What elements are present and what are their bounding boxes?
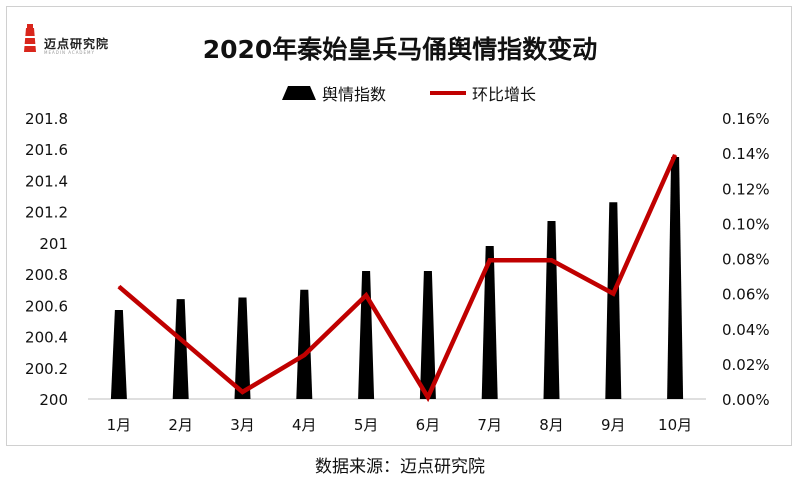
logo-text: 迈点研究院: [44, 37, 110, 51]
bar: [172, 299, 189, 399]
x-tick-label: 4月: [292, 416, 317, 434]
chart-plot: 200 200.2 200.4 200.6 200.8 201 201.2 201.4 201.…: [25, 110, 770, 434]
bar: [234, 297, 251, 399]
growth-point: [303, 354, 305, 356]
bar: [110, 310, 127, 399]
bar: [358, 270, 375, 399]
x-tick-label: 8月: [539, 416, 564, 434]
growth-line: [117, 153, 678, 403]
legend-line-swatch: [430, 91, 466, 95]
y-right-tick-label: 0.08%: [722, 251, 770, 269]
y-left-tick-label: 200.8: [25, 266, 68, 284]
lighthouse-icon: [24, 24, 36, 52]
x-tick-label: 2月: [168, 416, 193, 434]
y-left-tick-label: 201.2: [25, 204, 68, 222]
y-left-tick-label: 201.4: [25, 172, 68, 190]
x-tick-label: 5月: [354, 416, 379, 434]
logo-subtext: MEADIN ACADEMY: [44, 50, 95, 55]
growth-point: [180, 338, 182, 340]
growth-point: [612, 293, 614, 295]
y-right-tick-label: 0.12%: [722, 180, 770, 198]
y-right-tick-label: 0.16%: [722, 110, 770, 128]
growth-point: [489, 259, 491, 261]
legend-item-index: 舆情指数: [282, 82, 386, 104]
y-right-tick-label: 0.04%: [722, 321, 770, 339]
logo: 迈点研究院 MEADIN ACADEMY: [14, 10, 134, 55]
bar: [481, 246, 498, 399]
legend: 舆情指数 环比增长: [0, 82, 800, 104]
x-tick-label: 9月: [601, 416, 626, 434]
chart-title: 2020年秦始皇兵马俑舆情指数变动: [202, 35, 598, 64]
y-right-tick-label: 0.02%: [722, 356, 770, 374]
y-left-tick-label: 200: [39, 391, 68, 409]
x-tick-label: 3月: [230, 416, 255, 434]
x-tick-label: 7月: [477, 416, 502, 434]
growth-point: [551, 259, 552, 261]
y-left-tick-label: 200.2: [25, 360, 68, 378]
growth-point: [242, 391, 243, 393]
y-right-tick-label: 0.14%: [722, 145, 770, 163]
data-source: 数据来源：迈点研究院: [315, 457, 485, 477]
legend-label-index: 舆情指数: [322, 85, 387, 104]
legend-bar-swatch: [282, 86, 316, 100]
chart-frame: [6, 6, 792, 446]
x-tick-label: 6月: [416, 416, 441, 434]
growth-point: [365, 294, 367, 296]
y-right-tick-label: 0.06%: [722, 286, 770, 304]
growth-point: [427, 396, 429, 398]
y-left-tick-label: 201.6: [25, 141, 68, 159]
y-right-tick-label: 0.00%: [722, 391, 770, 409]
bar: [296, 289, 313, 399]
legend-label-growth: 环比增长: [472, 85, 537, 104]
legend-item-growth: 环比增长: [430, 82, 536, 104]
y-left-tick-label: 201.8: [25, 110, 68, 128]
x-tick-label: 10月: [658, 416, 692, 434]
y-left-tick-label: 201: [39, 235, 68, 253]
x-tick-label: 1月: [107, 416, 132, 434]
y-right-tick-label: 0.10%: [722, 215, 770, 233]
y-left-tick-label: 200.4: [25, 329, 68, 347]
growth-point: [118, 286, 120, 288]
bar: [605, 202, 622, 399]
growth-point: [674, 154, 676, 156]
y-left-tick-label: 200.6: [25, 297, 68, 315]
bar: [543, 221, 560, 399]
bar: [419, 270, 436, 399]
bar: [667, 157, 684, 399]
